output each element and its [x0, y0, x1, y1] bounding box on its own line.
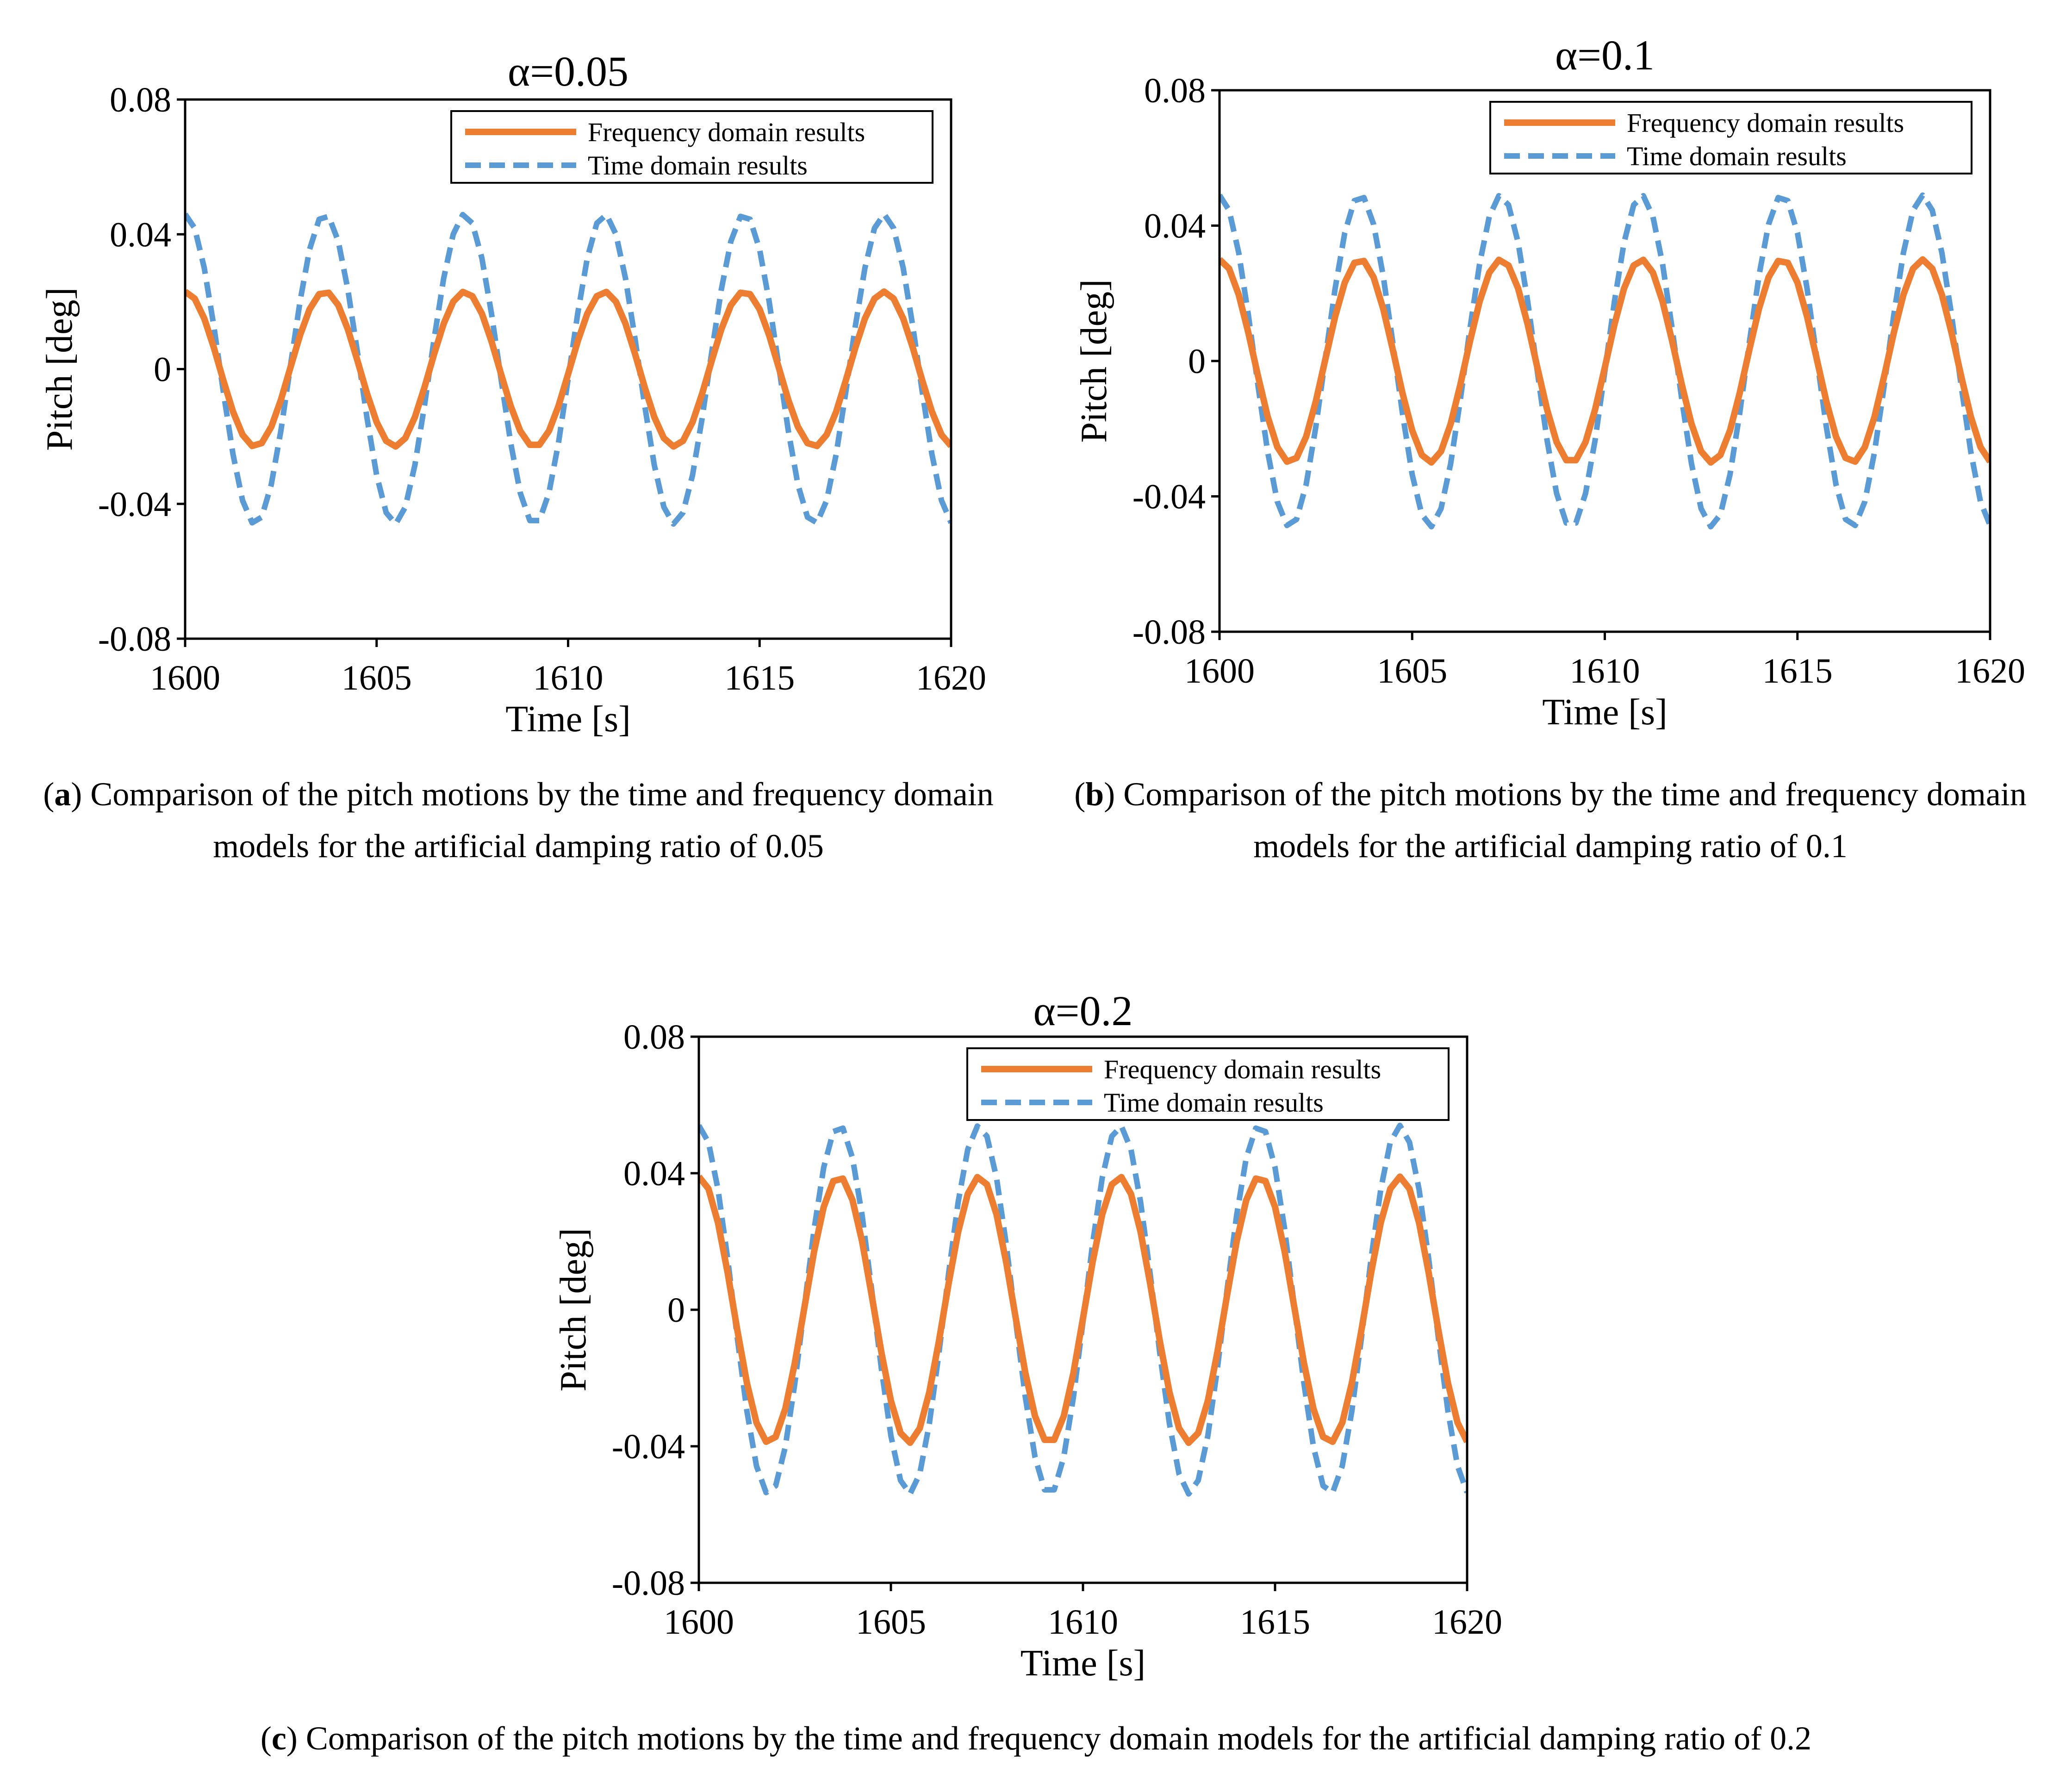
caption-a: (a) Comparison of the pitch motions by t…	[43, 776, 994, 865]
x-tick-label: 1600	[150, 659, 220, 697]
frequency-domain-series-line	[699, 1173, 1467, 1446]
caption-b-text: Comparison of the pitch motions by the t…	[1115, 776, 2027, 865]
caption-c-text: Comparison of the pitch motions by the t…	[297, 1720, 1812, 1757]
x-tick-label: 1600	[1184, 652, 1255, 691]
y-tick-label: 0.04	[110, 215, 171, 254]
legend-label-time: Time domain results	[1104, 1088, 1324, 1118]
time-domain-series-line	[185, 211, 951, 527]
y-tick-label: -0.08	[98, 620, 171, 659]
legend-label-frequency: Frequency domain results	[588, 117, 865, 147]
x-tick-label: 1615	[1762, 652, 1833, 691]
x-tick-label: 1610	[533, 659, 604, 697]
y-tick-label: -0.04	[98, 485, 171, 524]
y-tick-label: 0.08	[623, 1018, 685, 1057]
x-axis-label: Time [s]	[1542, 692, 1667, 733]
y-tick-label: -0.04	[1132, 478, 1206, 516]
legend: Frequency domain results Time domain resu…	[966, 1047, 1450, 1121]
caption-c-label: c	[271, 1720, 286, 1757]
legend-label-frequency: Frequency domain results	[1104, 1054, 1381, 1084]
x-tick-label: 1610	[1570, 652, 1640, 691]
y-tick-label: -0.08	[612, 1564, 685, 1603]
y-axis-label: Pitch [deg]	[39, 287, 80, 451]
legend-box	[1489, 101, 1972, 174]
chart-title: α=0.05	[508, 48, 628, 95]
y-tick-label: 0.08	[110, 81, 171, 119]
x-tick-label: 1615	[1240, 1603, 1310, 1642]
y-tick-label: 0.04	[623, 1154, 685, 1193]
y-axis-label: Pitch [deg]	[553, 1228, 594, 1391]
y-tick-label: 0	[154, 350, 171, 389]
x-tick-label: 1620	[1955, 652, 2025, 691]
y-tick-label: -0.08	[1132, 613, 1206, 652]
x-tick-label: 1605	[856, 1603, 926, 1642]
legend-label-frequency: Frequency domain results	[1627, 108, 1904, 138]
caption-a-text: Comparison of the pitch motions by the t…	[82, 776, 994, 865]
chart-title: α=0.1	[1555, 31, 1655, 79]
chart-title: α=0.2	[1033, 987, 1132, 1034]
x-tick-label: 1620	[916, 659, 986, 697]
x-axis-label: Time [s]	[505, 699, 630, 740]
y-axis-label: Pitch [deg]	[1074, 279, 1114, 442]
legend-label-time: Time domain results	[588, 150, 808, 180]
y-tick-label: 0	[1188, 342, 1206, 381]
caption-a-label: a	[54, 776, 71, 813]
y-tick-label: -0.04	[612, 1427, 685, 1466]
legend-box	[966, 1047, 1450, 1121]
x-axis-label: Time [s]	[1020, 1643, 1145, 1684]
legend-label-time: Time domain results	[1627, 141, 1847, 171]
x-tick-label: 1605	[342, 659, 412, 697]
caption-b-label: b	[1085, 776, 1104, 813]
caption-c: (c) Comparison of the pitch motions by t…	[260, 1720, 1812, 1757]
x-tick-label: 1620	[1432, 1603, 1502, 1642]
x-tick-label: 1615	[724, 659, 795, 697]
y-tick-label: 0.04	[1144, 207, 1206, 246]
x-tick-label: 1600	[664, 1603, 734, 1642]
legend-box	[450, 110, 933, 184]
x-tick-label: 1605	[1377, 652, 1447, 691]
y-tick-label: 0	[667, 1291, 685, 1330]
frequency-domain-series-line	[1220, 256, 1990, 466]
caption-b: (b) Comparison of the pitch motions by t…	[1074, 776, 2027, 865]
frequency-domain-series-line	[185, 288, 951, 450]
y-tick-label: 0.08	[1144, 71, 1206, 110]
x-tick-label: 1610	[1048, 1603, 1118, 1642]
